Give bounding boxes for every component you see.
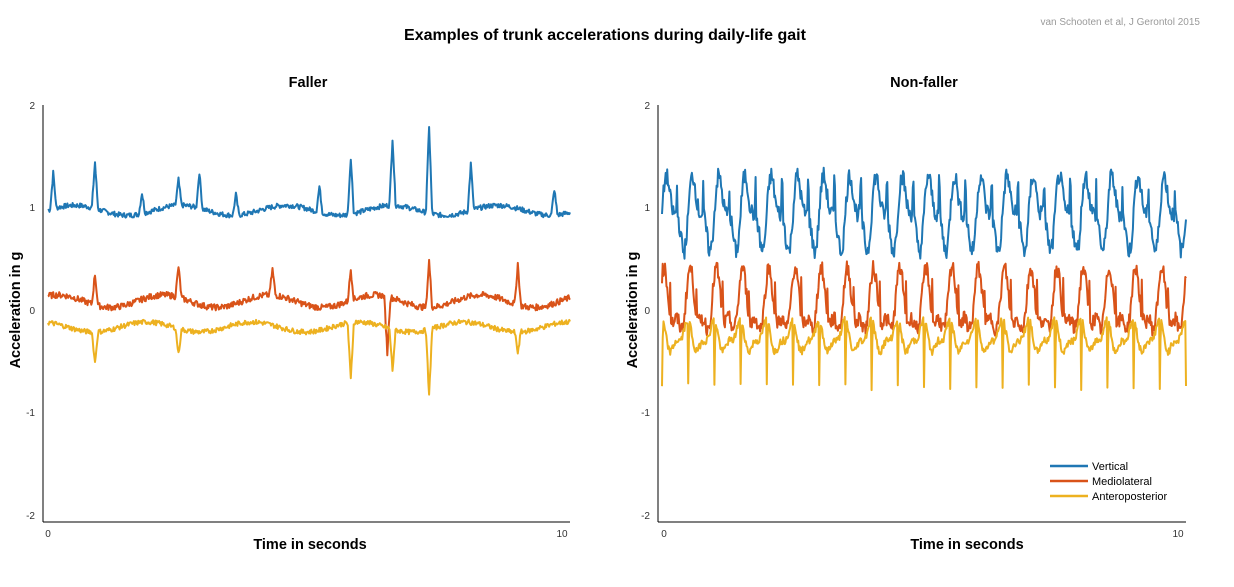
ytick-label: -2 bbox=[641, 511, 650, 522]
panel-faller: Faller Acceleration in g Time in seconds… bbox=[8, 75, 571, 553]
ytick-label: 1 bbox=[29, 203, 35, 214]
series-line-mediolateral bbox=[661, 260, 1187, 337]
ylabel-faller: Acceleration in g bbox=[8, 252, 24, 369]
series-line-vertical bbox=[47, 126, 571, 219]
figure-title: Examples of trunk accelerations during d… bbox=[404, 27, 807, 44]
legend-label-mediolateral: Mediolateral bbox=[1092, 476, 1152, 488]
ytick-label: 1 bbox=[644, 203, 650, 214]
ytick-label: 0 bbox=[644, 306, 650, 317]
xtick-label: 0 bbox=[45, 529, 51, 540]
panel-title-non-faller: Non-faller bbox=[890, 75, 958, 91]
xlabel-non-faller: Time in seconds bbox=[910, 537, 1023, 553]
series-line-anteroposterior bbox=[661, 315, 1187, 392]
panel-title-faller: Faller bbox=[289, 75, 328, 91]
credit-text: van Schooten et al, J Gerontol 2015 bbox=[1040, 17, 1200, 28]
ytick-label: -1 bbox=[641, 408, 650, 419]
xtick-label: 0 bbox=[661, 529, 667, 540]
legend-label-vertical: Vertical bbox=[1092, 461, 1128, 473]
plot-area-non-faller bbox=[661, 166, 1187, 392]
ytick-label: 0 bbox=[29, 306, 35, 317]
series-line-mediolateral bbox=[47, 258, 571, 357]
xtick-label: 10 bbox=[1172, 529, 1184, 540]
ytick-label: 2 bbox=[29, 101, 35, 112]
plot-area-faller bbox=[47, 126, 571, 396]
series-line-anteroposterior bbox=[47, 318, 571, 396]
xlabel-faller: Time in seconds bbox=[253, 537, 366, 553]
ytick-label: -1 bbox=[26, 408, 35, 419]
panel-non-faller: Non-faller Acceleration in g Time in sec… bbox=[625, 75, 1187, 553]
legend-label-anteroposterior: Anteroposterior bbox=[1092, 491, 1168, 503]
xtick-label: 10 bbox=[556, 529, 568, 540]
ytick-label: -2 bbox=[26, 511, 35, 522]
ylabel-non-faller: Acceleration in g bbox=[625, 252, 641, 369]
legend: Vertical Mediolateral Anteroposterior bbox=[1050, 461, 1168, 503]
ytick-label: 2 bbox=[644, 101, 650, 112]
series-line-vertical bbox=[661, 166, 1187, 260]
